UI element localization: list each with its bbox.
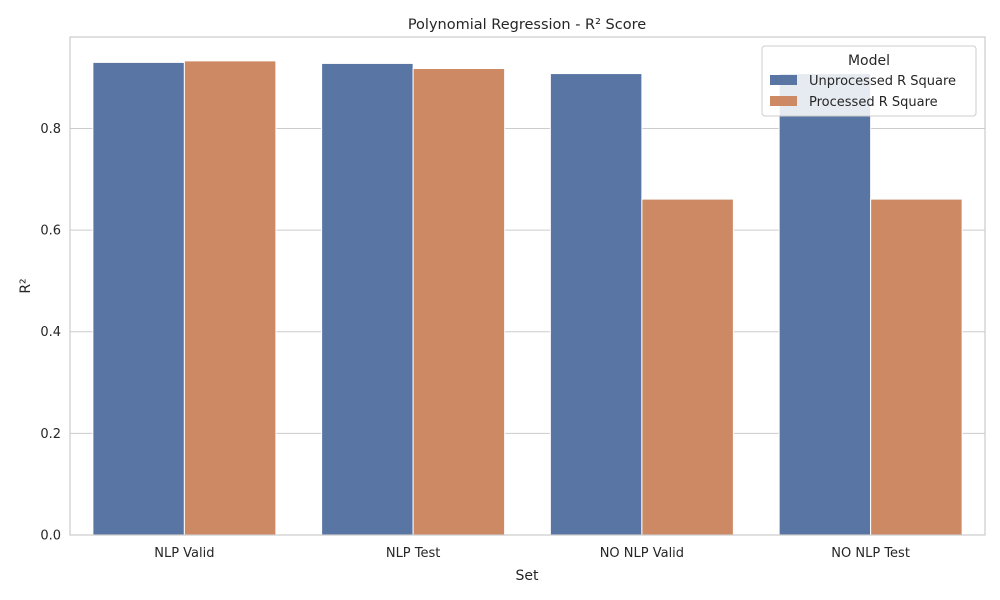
bar-unprocessed-0 (92, 61, 185, 536)
x-tick-label: NLP Test (386, 546, 441, 561)
bar-unprocessed-2 (549, 73, 643, 536)
bar-processed-3 (870, 198, 963, 536)
y-axis-label: R² (18, 278, 34, 293)
y-tick-label: 0.6 (40, 224, 61, 239)
axes-frame (69, 36, 986, 536)
legend-label-1: Processed R Square (809, 95, 938, 110)
legend-label-0: Unprocessed R Square (809, 74, 956, 89)
y-tick-label: 0.4 (40, 325, 61, 340)
y-tick-label: 0.2 (40, 427, 61, 442)
y-tick-label: 0.8 (40, 122, 61, 137)
legend-title: Model (848, 53, 890, 69)
plot-area: 0.0 0.2 0.4 0.6 0.8 NLP Valid NLP Test NO NLP V… (40, 36, 986, 561)
x-axis-label: Set (516, 568, 540, 584)
chart-title: Polynomial Regression - R² Score (408, 17, 646, 33)
legend: Model Unprocessed R Square Processed R Squ… (761, 45, 977, 117)
x-tick-label: NO NLP Valid (600, 546, 684, 561)
legend-swatch-1 (770, 96, 797, 106)
bar-unprocessed-1 (321, 62, 414, 536)
bar-processed-2 (641, 198, 734, 536)
x-tick-label: NLP Valid (154, 546, 214, 561)
bar-unprocessed-3 (778, 73, 872, 536)
bar-processed-1 (412, 68, 506, 536)
legend-box (761, 45, 977, 117)
y-tick-label: 0.0 (40, 529, 61, 544)
legend-swatch-0 (770, 75, 797, 85)
x-tick-label: NO NLP Test (831, 546, 910, 561)
bar-processed-0 (183, 60, 277, 536)
